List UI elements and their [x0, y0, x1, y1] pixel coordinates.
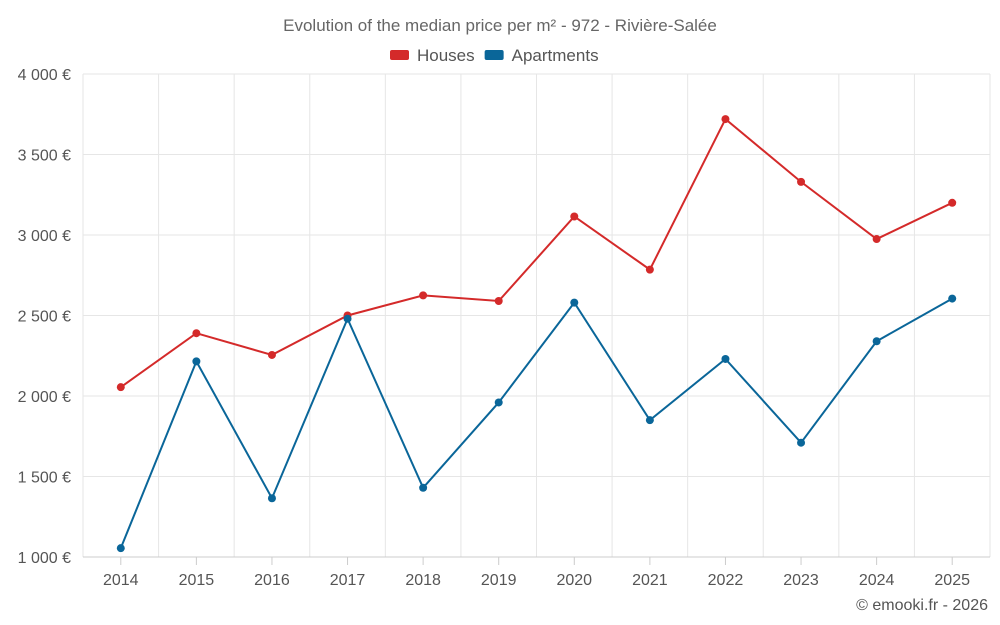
legend-swatch-houses [390, 50, 409, 60]
y-tick-label: 4 000 € [18, 67, 71, 84]
apartments-point [721, 354, 730, 363]
x-tick-label: 2022 [708, 572, 744, 589]
series-group [116, 115, 957, 553]
houses-point [116, 383, 125, 392]
legend-swatch-apartments [484, 50, 504, 60]
apartments-point [797, 438, 806, 447]
apartments-point [419, 483, 428, 492]
x-tick-label: 2016 [254, 572, 290, 589]
apartments-point [948, 294, 957, 303]
x-tick-label: 2014 [103, 572, 139, 589]
y-tick-label: 3 500 € [18, 148, 71, 165]
houses-point [267, 350, 276, 359]
houses-point [721, 115, 730, 124]
houses-point [797, 177, 806, 186]
houses-point [570, 212, 579, 221]
x-tick-label: 2019 [481, 572, 517, 589]
apartments-point [192, 357, 201, 366]
x-axis: 2014 2015 2016 2017 2018 2019 2020 2021 2022 2023… [83, 556, 990, 589]
legend-label-apartments: Apartments [512, 46, 599, 65]
apartments-point [872, 337, 881, 346]
x-tick-label: 2021 [632, 572, 668, 589]
houses-point [192, 329, 201, 338]
credit-text: © emooki.fr - 2026 [856, 597, 988, 614]
gridlines [82, 73, 991, 557]
houses-point [872, 235, 881, 244]
chart-title: Evolution of the median price per m² - 9… [283, 16, 717, 35]
apartments-point [570, 298, 579, 307]
x-tick-label: 2020 [556, 572, 592, 589]
x-tick-label: 2015 [179, 572, 215, 589]
x-tick-label: 2025 [934, 572, 970, 589]
apartments-point [645, 416, 654, 425]
houses-point [645, 265, 654, 274]
x-tick-label: 2023 [783, 572, 819, 589]
apartments-line [119, 297, 953, 549]
x-tick-label: 2018 [405, 572, 441, 589]
houses-point [948, 198, 957, 207]
legend: Houses Apartments [390, 46, 599, 65]
y-axis: 1 000 € 1 500 € 2 000 € 2 500 € 3 000 € 3 500… [18, 67, 71, 567]
houses-line [120, 117, 953, 388]
y-tick-label: 1 000 € [18, 550, 71, 567]
apartments-point [494, 398, 503, 407]
apartments-point [116, 544, 125, 553]
houses-point [494, 297, 503, 306]
y-tick-label: 3 000 € [18, 228, 71, 245]
houses-point [419, 291, 428, 300]
y-tick-label: 2 500 € [18, 309, 71, 326]
apartments-point [343, 314, 352, 323]
apartments-point [267, 494, 276, 503]
x-tick-label: 2024 [859, 572, 895, 589]
y-tick-label: 2 000 € [18, 389, 71, 406]
legend-label-houses: Houses [417, 46, 475, 65]
x-tick-label: 2017 [330, 572, 366, 589]
y-tick-label: 1 500 € [18, 470, 71, 487]
